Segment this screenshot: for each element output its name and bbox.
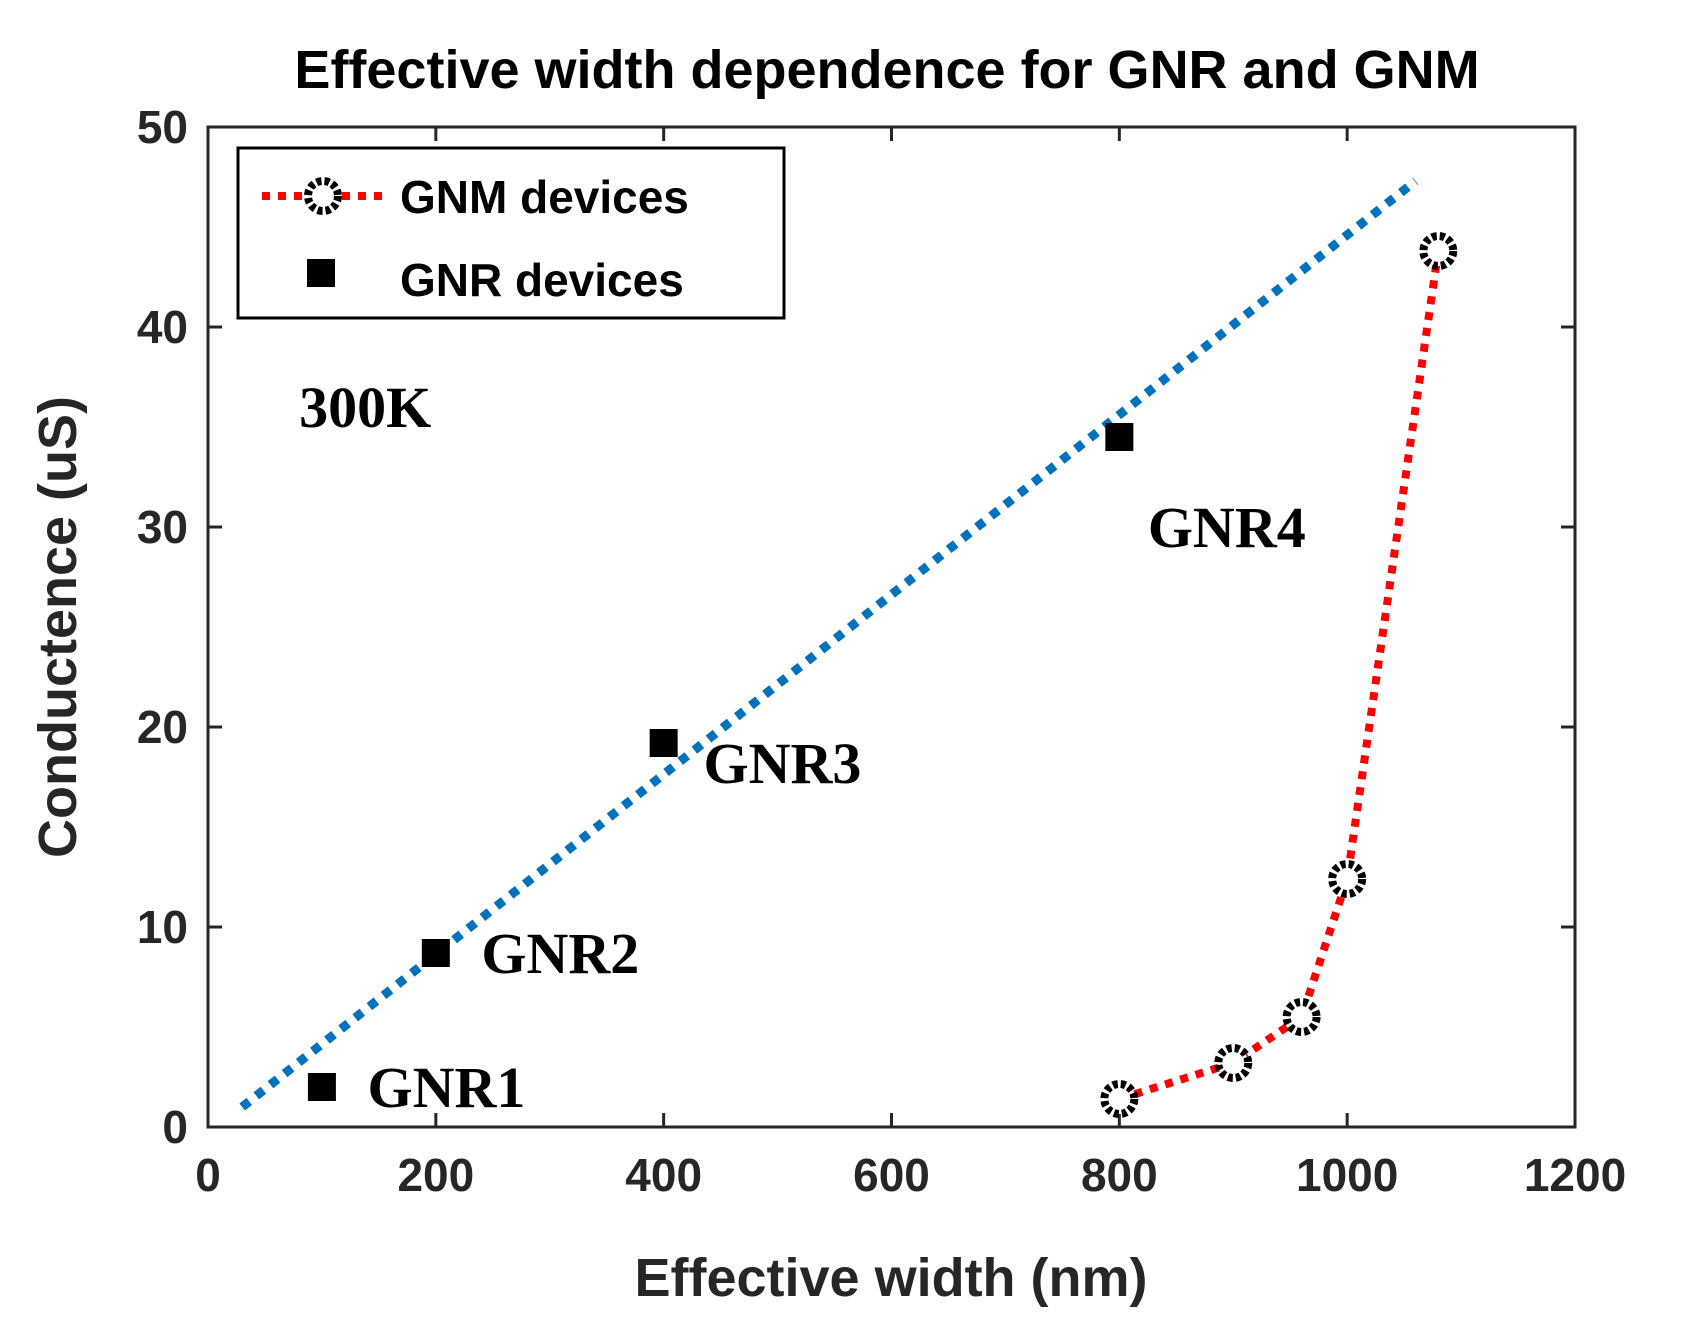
axis-ticks — [206, 125, 1577, 1129]
y-tick-label: 10 — [137, 901, 188, 953]
y-tick-label: 50 — [137, 101, 188, 153]
gnm-point — [1100, 1080, 1139, 1118]
annotation-label: GNR2 — [481, 921, 639, 986]
legend-box — [236, 146, 786, 320]
x-tick-labels: 0 200 400 600 800 1000 1200 — [195, 1149, 1626, 1201]
x-tick-label: 1000 — [1296, 1149, 1398, 1201]
y-tick-label: 0 — [162, 1101, 188, 1153]
y-tick-labels: 0 10 20 30 40 50 — [137, 101, 188, 1153]
gnr-point — [649, 729, 678, 757]
y-tick-label: 20 — [137, 701, 188, 753]
gnm-point — [1419, 232, 1458, 270]
gnm-point — [1214, 1044, 1253, 1082]
series-layer — [307, 232, 1458, 1118]
x-tick-label: 600 — [853, 1149, 930, 1201]
legend-gnr-label: GNR devices — [400, 254, 684, 306]
annotation-label: 300K — [299, 375, 431, 440]
x-axis-label: Effective width (nm) — [634, 1248, 1147, 1308]
fit-line — [239, 177, 1419, 1111]
annotation-label: GNR4 — [1148, 495, 1306, 560]
annotation-label: GNR1 — [367, 1055, 525, 1120]
y-tick-label: 40 — [137, 301, 188, 353]
legend-gnm-marker — [304, 177, 342, 215]
gnr-point — [421, 939, 450, 967]
x-tick-label: 200 — [397, 1149, 474, 1201]
legend: GNM devices GNR devices — [236, 146, 786, 320]
chart-title: Effective width dependence for GNR and G… — [294, 40, 1479, 100]
gnr-point — [1105, 423, 1134, 451]
x-tick-label: 800 — [1081, 1149, 1158, 1201]
annotations-layer: 300K GNR1 GNR2 GNR3 GNR4 — [299, 375, 1306, 1120]
annotation-label: GNR3 — [704, 731, 862, 796]
x-tick-label: 1200 — [1524, 1149, 1626, 1201]
x-tick-label: 0 — [195, 1149, 221, 1201]
gnm-point — [1282, 998, 1321, 1036]
fit-line-layer — [239, 177, 1419, 1111]
y-axis-label: Conductence (uS) — [28, 396, 88, 858]
gnr-point — [307, 1073, 336, 1101]
gnm-point — [1328, 860, 1367, 898]
x-tick-label: 400 — [625, 1149, 702, 1201]
y-tick-label: 30 — [137, 501, 188, 553]
legend-gnr-marker — [307, 259, 335, 287]
legend-gnm-label: GNM devices — [400, 171, 689, 223]
